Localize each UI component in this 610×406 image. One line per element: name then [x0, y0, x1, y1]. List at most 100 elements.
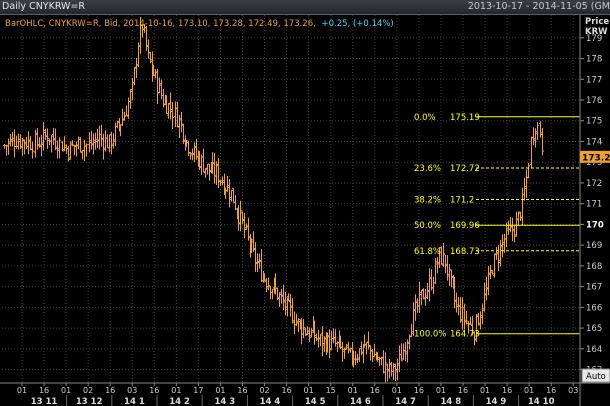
day-tick-label: 01 — [524, 386, 534, 395]
ohlc-bar — [19, 134, 22, 150]
ohlc-bar — [108, 134, 111, 153]
month-label: 14 9 — [486, 397, 507, 406]
ohlc-bar — [204, 167, 207, 178]
ohlc-bar — [189, 151, 192, 160]
price-tick-label: 165 — [586, 324, 602, 334]
day-tick-label: 16 — [502, 386, 512, 395]
ohlc-bar — [165, 95, 168, 114]
ohlc-bar — [167, 102, 170, 119]
info-line-values: BarOHLC, CNYKRW=R, Bid, 2014-10-16, 173.… — [5, 19, 316, 29]
ohlc-bar — [453, 276, 456, 309]
price-tick-label: 174 — [586, 137, 602, 147]
ohlc-bar — [360, 341, 363, 356]
ohlc-bar — [497, 244, 500, 271]
ohlc-bar — [50, 135, 53, 153]
price-tick-label: 172 — [586, 179, 602, 189]
ohlc-bar — [129, 88, 132, 109]
ohlc-bar — [420, 289, 423, 306]
month-label: 14 6 — [350, 397, 371, 406]
ohlc-bar — [17, 133, 20, 150]
ohlc-bar — [418, 281, 421, 313]
ohlc-bar — [162, 88, 165, 108]
ohlc-bar — [493, 253, 496, 278]
ohlc-bar — [345, 343, 348, 350]
ohlc-bar — [306, 326, 309, 336]
ohlc-bar — [310, 327, 313, 338]
price-tick-label: 169 — [586, 241, 602, 251]
ohlc-bar — [404, 341, 407, 362]
ohlc-bar — [256, 253, 259, 272]
ohlc-bar — [276, 287, 279, 301]
price-axis-currency: KRW — [585, 27, 608, 37]
ohlc-bar — [384, 352, 387, 383]
ohlc-bar — [90, 130, 93, 150]
ohlc-bar — [54, 128, 57, 151]
ohlc-bar — [75, 141, 78, 157]
ohlc-bar — [56, 140, 59, 159]
fib-price-label: 171.2 — [450, 196, 474, 206]
ohlc-bar — [73, 144, 76, 156]
ohlc-bar — [343, 347, 346, 359]
ohlc-bar — [46, 128, 49, 149]
ohlc-bar — [58, 137, 61, 159]
day-tick-label: 01 — [17, 386, 27, 395]
ohlc-bar — [243, 212, 246, 239]
ohlc-bar — [541, 128, 544, 156]
ohlc-bar — [116, 120, 119, 129]
ohlc-bar — [278, 292, 281, 307]
ohlc-bar — [267, 277, 270, 291]
ohlc-bar — [123, 111, 126, 121]
time-axis[interactable]: 01 16 01 02 16 03 16 01 17 01 16 02 16 01 15 01 16 01 16 01… — [17, 383, 578, 406]
fibonacci-retracement[interactable]: 0.0% 175.19 23.6% 172.72 38.2% 171.2 50.0% 169.… — [414, 113, 580, 340]
ohlc-bar — [511, 217, 514, 242]
price-tick-label: 176 — [586, 96, 602, 106]
ohlc-bar — [284, 291, 287, 316]
ohlc-bar — [38, 137, 41, 148]
info-line-change: +0.25, (+0.14%) — [322, 19, 394, 29]
ohlc-bar — [258, 253, 261, 269]
month-label: 14 5 — [305, 397, 326, 406]
month-label: 14 7 — [395, 397, 416, 406]
ohlc-bar — [412, 302, 415, 336]
ohlc-bar — [237, 205, 240, 231]
day-tick-label: 01 — [304, 386, 314, 395]
gridlines — [2, 15, 580, 382]
ohlc-bar — [369, 345, 372, 361]
auto-scale-label: Auto — [586, 372, 606, 382]
day-tick-label: 16 — [458, 386, 468, 395]
fib-level-label: 61.8% — [414, 247, 441, 257]
price-tick-label: 179 — [586, 34, 602, 44]
ohlc-bar — [185, 139, 188, 147]
ohlc-bar — [182, 123, 185, 144]
price-tick-label: 175 — [586, 117, 602, 127]
ohlc-bar — [52, 127, 55, 146]
day-tick-label: 16 — [370, 386, 380, 395]
ohlc-bar — [328, 329, 331, 358]
ohlc-bar — [65, 144, 68, 154]
ohlc-bar — [424, 288, 427, 306]
month-label: 13 12 — [76, 397, 103, 406]
ohlc-bar — [380, 356, 383, 366]
ohlc-bar — [85, 143, 88, 157]
ohlc-bar — [467, 321, 470, 334]
ohlc-bar — [239, 200, 242, 232]
ohlc-bar — [241, 211, 244, 225]
ohlc-bar — [465, 310, 468, 325]
ohlc-bar — [408, 334, 411, 350]
ohlc-chart[interactable]: 0.0% 175.19 23.6% 172.72 38.2% 171.2 50.0% 169.… — [0, 15, 610, 406]
ohlc-bar — [487, 266, 490, 296]
ohlc-bar — [176, 101, 179, 128]
day-tick-label: 03 — [127, 386, 137, 395]
ohlc-bar — [509, 217, 512, 232]
day-tick-label: 16 — [282, 386, 292, 395]
ohlc-bar — [356, 353, 359, 363]
day-tick-label: 16 — [237, 386, 247, 395]
ohlc-bar — [77, 136, 80, 150]
ohlc-bar — [473, 331, 476, 346]
price-tick-label: 164 — [586, 345, 602, 355]
ohlc-bar — [321, 325, 324, 357]
ohlc-bar — [341, 342, 344, 362]
fib-price-label: 168.73 — [450, 247, 480, 257]
auto-scale-button[interactable] — [581, 368, 610, 383]
